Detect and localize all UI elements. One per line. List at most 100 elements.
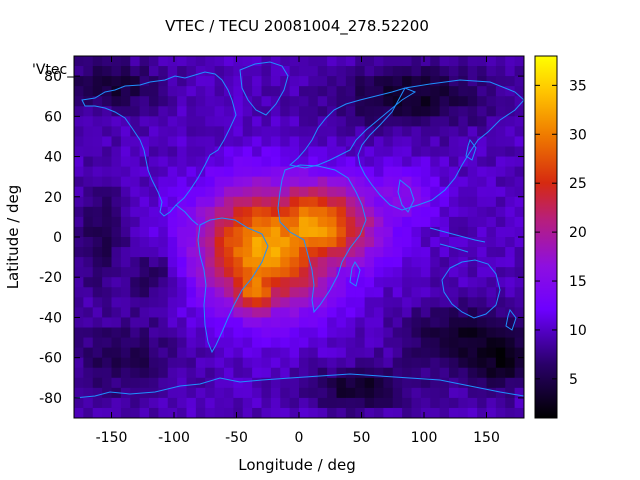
heat-cell (392, 126, 403, 138)
heat-cell (224, 176, 234, 188)
heat-cell (83, 327, 94, 339)
heat-cell (177, 377, 188, 389)
heat-cell (336, 287, 347, 298)
heat-cell (467, 206, 478, 218)
heat-cell (280, 56, 291, 67)
heat-cell (345, 176, 356, 188)
heat-cell (495, 367, 506, 379)
heat-cell (130, 176, 141, 188)
heat-cell (270, 257, 281, 268)
heat-cell (149, 267, 159, 278)
heat-cell (186, 237, 197, 248)
heat-cell (224, 116, 234, 127)
heat-cell (308, 237, 319, 248)
heat-cell (355, 146, 366, 158)
heat-cell (289, 267, 300, 278)
heat-cell (167, 226, 178, 238)
heat-cell (505, 247, 516, 258)
heat-cell (252, 267, 263, 278)
heat-cell (477, 166, 488, 178)
heat-cell (252, 176, 263, 188)
heat-cell (486, 317, 497, 329)
heat-cell (402, 327, 413, 339)
heat-cell (402, 156, 413, 168)
heat-cell (111, 146, 122, 158)
heat-cell (186, 226, 197, 238)
heat-cell (392, 216, 403, 228)
heat-cell (345, 146, 356, 158)
heat-cell (130, 347, 141, 359)
heat-cell (317, 347, 328, 359)
heat-cell (514, 76, 524, 87)
heat-cell (74, 86, 84, 97)
heat-cell (420, 156, 431, 168)
heat-cell (477, 337, 488, 349)
heat-cell (430, 216, 441, 228)
heat-cell (317, 146, 328, 158)
coastline-india (397, 179, 415, 213)
heat-cell (130, 186, 141, 198)
heat-cell (299, 367, 309, 379)
legend-label: 'Vtec_ (32, 62, 75, 78)
heat-cell (430, 206, 441, 218)
heat-cell (345, 116, 356, 127)
heat-cell (336, 76, 347, 87)
heat-cell (467, 216, 478, 228)
heat-cell (289, 96, 300, 107)
heat-cell (374, 206, 384, 218)
heat-cell (411, 347, 422, 359)
heat-cell (270, 176, 281, 188)
heat-cell (280, 267, 291, 278)
heat-cell (120, 277, 131, 288)
heat-cell (392, 367, 403, 379)
heat-cell (383, 166, 394, 178)
heat-cell (514, 357, 524, 369)
heat-cell (242, 136, 253, 148)
heat-cell (167, 297, 178, 308)
heat-cell (467, 267, 478, 278)
heat-cell (336, 86, 347, 97)
heat-cell (289, 106, 300, 117)
heat-cell (242, 387, 253, 399)
heat-cell (495, 337, 506, 349)
heat-cell (402, 397, 413, 409)
coastline-africa (277, 164, 367, 314)
heat-cell (383, 297, 394, 308)
heat-cell (383, 136, 394, 148)
heat-cell (92, 277, 103, 288)
heat-cell (177, 267, 188, 278)
heat-cell (467, 76, 478, 87)
heat-cell (139, 76, 150, 87)
heat-cell (495, 237, 506, 248)
heat-cell (345, 367, 356, 379)
heat-cell (430, 226, 441, 238)
heat-cell (242, 377, 253, 389)
heat-cell (327, 307, 338, 319)
heat-cell (336, 226, 347, 238)
heat-cell (420, 297, 431, 308)
heat-cell (402, 106, 413, 117)
heat-cell (458, 66, 469, 77)
heat-cell (233, 377, 244, 389)
heat-cell (74, 257, 84, 268)
heat-cell (411, 136, 422, 148)
heat-cell (252, 377, 263, 389)
heat-cell (402, 247, 413, 258)
heat-cell (299, 377, 309, 389)
heat-cell (252, 206, 263, 218)
heat-cell (336, 96, 347, 107)
heat-cell (317, 206, 328, 218)
heat-cell (195, 86, 206, 97)
heat-cell (139, 327, 150, 339)
heat-cell (308, 146, 319, 158)
heat-cell (270, 367, 281, 379)
heat-cell (270, 66, 281, 77)
colorbar-tick-label: 5 (569, 372, 578, 388)
heat-cell (92, 407, 103, 418)
heat-cell (383, 287, 394, 298)
heat-cell (439, 66, 450, 77)
heat-cell (83, 56, 94, 67)
heat-cell (102, 337, 113, 349)
heat-cell (205, 287, 216, 298)
